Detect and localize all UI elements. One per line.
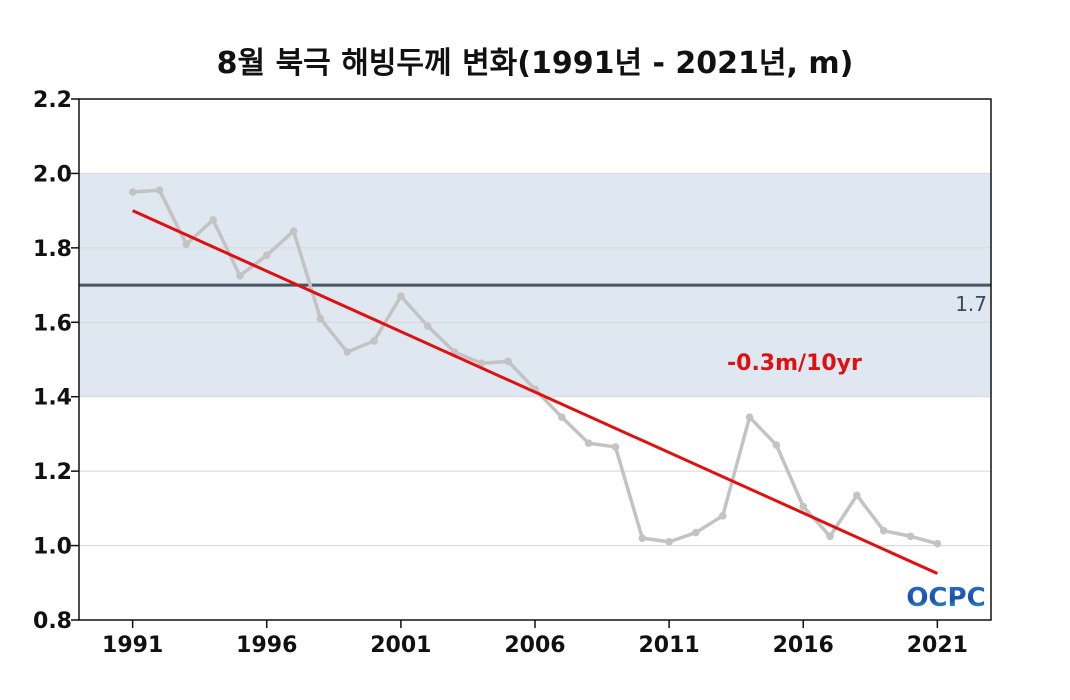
y-tick-label: 1.4 bbox=[33, 386, 72, 411]
x-tick-label: 1991 bbox=[102, 633, 163, 658]
data-point bbox=[638, 534, 647, 542]
y-tick-label: 0.8 bbox=[33, 609, 72, 634]
x-tick-label: 1996 bbox=[236, 633, 297, 658]
y-tick-label: 1.2 bbox=[33, 460, 72, 485]
data-point bbox=[423, 322, 432, 330]
ocpc-logo: OCPC bbox=[906, 583, 985, 613]
data-point bbox=[611, 443, 620, 451]
series-line bbox=[128, 186, 942, 548]
y-tick-label: 1.0 bbox=[33, 535, 72, 560]
data-point bbox=[772, 441, 781, 449]
y-tick-label: 2.2 bbox=[33, 88, 72, 113]
y-tick-label: 2.0 bbox=[33, 162, 72, 187]
data-point bbox=[879, 526, 888, 535]
y-tick-label: 1.6 bbox=[33, 311, 72, 336]
data-point bbox=[155, 186, 164, 194]
data-point bbox=[236, 271, 244, 280]
data-point bbox=[718, 512, 727, 520]
reference-line-label: 1.7 bbox=[955, 292, 987, 316]
chart-title: 8월 북극 해빙두께 변화(1991년 - 2021년, m) bbox=[216, 46, 854, 81]
data-point bbox=[397, 292, 405, 301]
x-axis: 1991 1996 2001 2006 2011 2016 2021 bbox=[102, 620, 968, 658]
y-tick-label: 1.8 bbox=[33, 237, 72, 262]
data-point bbox=[665, 538, 673, 546]
data-point bbox=[504, 357, 512, 366]
data-point bbox=[692, 528, 700, 537]
data-point bbox=[584, 439, 593, 448]
data-point bbox=[289, 227, 298, 235]
x-tick-label: 2021 bbox=[907, 633, 968, 658]
data-point bbox=[853, 491, 861, 500]
x-tick-label: 2011 bbox=[639, 633, 700, 658]
data-point bbox=[370, 337, 378, 345]
data-point bbox=[477, 359, 486, 368]
x-tick-label: 2001 bbox=[370, 633, 431, 658]
plot-frame bbox=[78, 98, 992, 621]
data-point bbox=[745, 413, 754, 421]
data-point bbox=[262, 251, 271, 260]
data-point bbox=[316, 314, 325, 323]
data-point bbox=[906, 532, 915, 541]
y-axis: 0.8 1.0 1.2 1.4 1.6 1.8 2.0 2.2 bbox=[33, 88, 79, 634]
x-tick-label: 2006 bbox=[504, 633, 565, 658]
trend-label: -0.3m/10yr bbox=[727, 351, 862, 376]
logo-text: OCPC bbox=[906, 583, 985, 613]
data-point bbox=[343, 348, 352, 356]
data-point bbox=[799, 502, 808, 511]
data-point bbox=[209, 216, 217, 224]
data-point bbox=[826, 532, 834, 541]
data-point bbox=[128, 188, 137, 196]
data-point bbox=[182, 240, 191, 248]
trend-line bbox=[132, 209, 938, 575]
data-point bbox=[933, 539, 942, 548]
data-point bbox=[558, 413, 566, 421]
x-tick-label: 2016 bbox=[773, 633, 834, 658]
